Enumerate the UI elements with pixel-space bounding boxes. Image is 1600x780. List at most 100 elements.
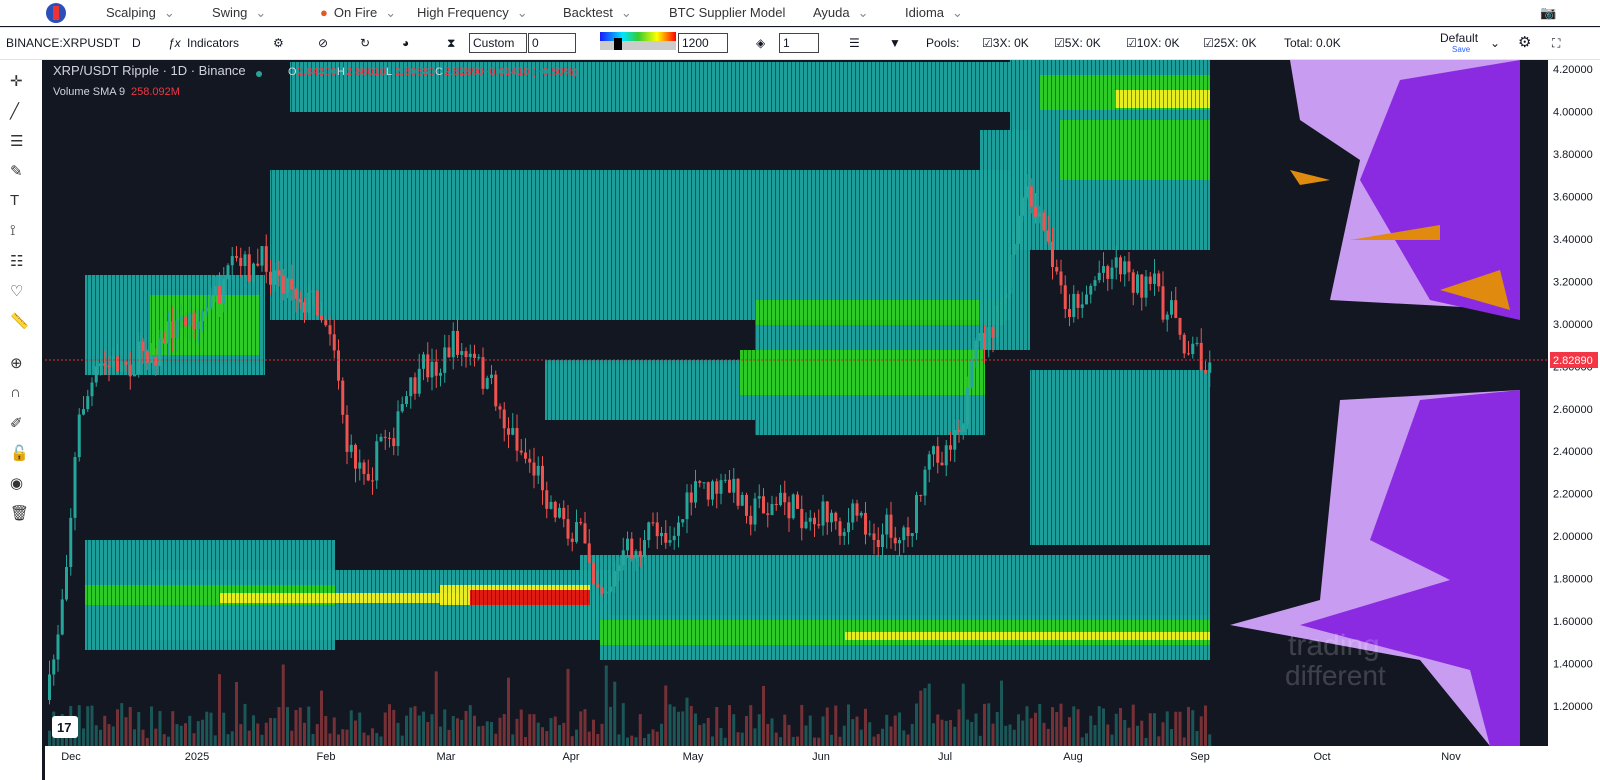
interval[interactable]: D	[132, 36, 141, 50]
fullscreen-icon[interactable]: ⛶	[1552, 36, 1561, 50]
camera-icon[interactable]: 📷	[1540, 5, 1557, 20]
volume-bar	[847, 704, 850, 746]
volume-bar	[906, 734, 910, 746]
candle-body	[1076, 293, 1080, 308]
pool-checkbox[interactable]: ☑3X: 0K	[982, 36, 1029, 50]
price-tick-label: 1.80000	[1553, 574, 1593, 586]
candle-body	[902, 527, 906, 541]
volume-bar	[753, 728, 757, 746]
candle-body	[532, 462, 536, 476]
tool-icon[interactable]: T	[10, 192, 20, 209]
tool-icon[interactable]: ╱	[10, 103, 20, 120]
candle-body	[1059, 271, 1063, 286]
candle-body	[587, 543, 591, 563]
volume-bar	[621, 703, 625, 746]
menu-item[interactable]: High Frequency ⌄	[417, 5, 528, 21]
volume-bar	[638, 714, 642, 746]
candle-body	[133, 374, 136, 377]
candle-body	[111, 356, 115, 368]
tool-icon[interactable]: 📏	[10, 313, 29, 330]
candle-body	[1068, 309, 1071, 318]
volume-bar	[1038, 704, 1042, 746]
candle-body	[358, 462, 362, 469]
volume-bar	[511, 734, 515, 746]
candle-body	[1119, 257, 1122, 275]
volume-bar	[787, 724, 791, 746]
menu-item[interactable]: Idioma ⌄	[905, 5, 963, 21]
color-gradient[interactable]	[600, 32, 676, 50]
color-input[interactable]: 1200	[678, 33, 728, 53]
volume-bar	[728, 705, 731, 746]
hide-icon[interactable]: ⊘	[318, 36, 329, 50]
candle-body	[1072, 293, 1076, 318]
menu-item[interactable]: ● On Fire ⌄	[320, 5, 396, 21]
candle-body	[1148, 276, 1152, 284]
volume-bar	[1182, 737, 1186, 746]
save-label[interactable]: Save	[1452, 45, 1471, 54]
settings-icon[interactable]: ⚙	[273, 36, 284, 50]
tool-icon[interactable]: ⊕	[10, 355, 23, 372]
volume-bar	[196, 721, 200, 746]
layout-chevron[interactable]: ⌄	[1490, 36, 1501, 50]
palette-icon[interactable]: ◕	[402, 36, 410, 50]
candle-body	[1025, 186, 1029, 198]
tool-icon[interactable]: ✐	[10, 415, 23, 432]
symbol[interactable]: BINANCE:XRPUSDT	[6, 36, 121, 50]
candle-body	[120, 361, 124, 372]
tool-icon[interactable]: ✛	[10, 73, 23, 90]
candle-body	[1004, 293, 1008, 298]
candle-body	[116, 356, 119, 372]
candle-body	[256, 263, 260, 266]
volume-bar	[337, 734, 340, 746]
layers-input[interactable]: 1	[779, 33, 819, 53]
gear-icon[interactable]: ⚙	[1518, 34, 1532, 51]
tool-icon[interactable]: ∩	[10, 384, 21, 401]
menu-item[interactable]: Scalping ⌄	[106, 5, 175, 21]
volume-bar	[694, 713, 697, 746]
tool-icon[interactable]: ◉	[10, 475, 24, 492]
volume-bar	[706, 717, 710, 746]
custom-select[interactable]: Custom	[469, 33, 527, 53]
volume-bar	[796, 736, 799, 746]
pool-label: 25X: 0K	[1213, 36, 1257, 50]
menu-item[interactable]: Ayuda ⌄	[813, 5, 869, 21]
candle-body	[868, 533, 872, 535]
candle-body	[1140, 274, 1144, 298]
filter-icon[interactable]: ▼	[889, 36, 901, 50]
volume-bar	[562, 722, 566, 746]
volume-bar	[1055, 712, 1059, 746]
tool-icon[interactable]: ✎	[10, 163, 23, 180]
layout-name[interactable]: Default	[1440, 31, 1479, 45]
candle-body	[766, 513, 770, 515]
price-tick-label: 1.60000	[1553, 616, 1593, 628]
candle-body	[294, 289, 298, 299]
custom-input[interactable]: 0	[528, 33, 576, 53]
volume-bar	[1140, 720, 1144, 746]
menu-item[interactable]: Swing ⌄	[212, 5, 266, 21]
align-icon[interactable]: ☰	[849, 36, 860, 50]
tool-icon[interactable]: 🗑	[10, 505, 30, 522]
candle-body	[1046, 230, 1050, 242]
candle-body	[706, 482, 710, 500]
menu-item[interactable]: BTC Supplier Model	[669, 5, 785, 20]
pool-checkbox[interactable]: ☑25X: 0K	[1203, 36, 1256, 50]
tool-icon[interactable]: ♡	[10, 283, 24, 300]
candle-body	[1051, 241, 1054, 267]
indicators-button[interactable]: Indicators	[187, 36, 240, 50]
pool-checkbox[interactable]: ☑5X: 0K	[1054, 36, 1101, 50]
candle-body	[422, 354, 425, 369]
volume-bar	[167, 736, 170, 746]
tool-icon[interactable]: 🔓	[10, 445, 29, 462]
volume-bar	[481, 725, 485, 746]
tool-icon[interactable]: ☷	[10, 253, 24, 270]
volume-bar	[1029, 718, 1033, 746]
tool-icon[interactable]: ⟟	[10, 222, 16, 239]
pool-checkbox[interactable]: ☑10X: 0K	[1126, 36, 1179, 50]
volume-bar	[668, 704, 672, 746]
menu-item[interactable]: Backtest ⌄	[563, 5, 632, 21]
tool-icon[interactable]: ☰	[10, 133, 24, 150]
candle-body	[1170, 300, 1173, 315]
refresh-icon[interactable]: ↻	[360, 36, 371, 50]
candle-body	[1187, 353, 1190, 355]
candle-body	[498, 406, 502, 410]
